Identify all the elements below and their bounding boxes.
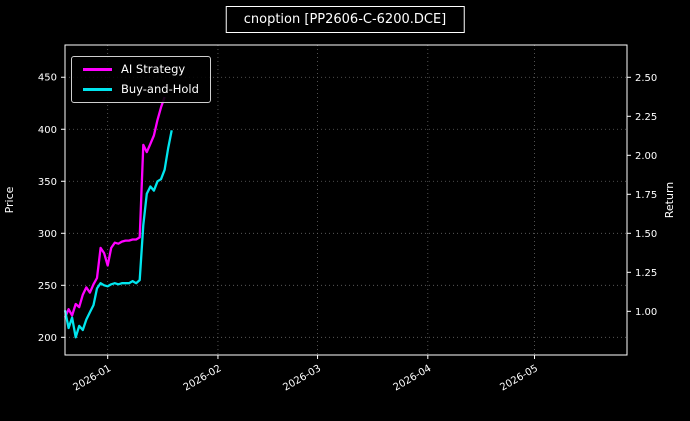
legend-label-buy-and-hold: Buy-and-Hold (121, 81, 199, 96)
plot-border (64, 44, 628, 356)
y-tick-label-left: 250 (38, 281, 57, 292)
y-tick-label-right: 1.25 (635, 268, 657, 279)
legend-item-buy-and-hold: Buy-and-Hold (83, 81, 199, 96)
x-tick-label: 2026-05 (498, 363, 540, 393)
legend: AI Strategy Buy-and-Hold (71, 56, 211, 103)
chart-title: cnoption [PP2606-C-6200.DCE] (225, 6, 465, 33)
y-axis-label-return: Return (663, 181, 677, 219)
series-line-buy-and-hold (63, 130, 173, 339)
y-tick-label-right: 1.00 (635, 307, 657, 318)
y-tick-label-right: 2.00 (635, 151, 657, 162)
x-tick-label: 2026-01 (71, 363, 113, 393)
y-tick-label-left: 400 (38, 125, 57, 136)
x-tick-label: 2026-04 (392, 363, 434, 393)
y-tick-label-right: 1.50 (635, 229, 657, 240)
x-tick-label: 2026-02 (182, 363, 224, 393)
y-tick-label-left: 300 (38, 229, 57, 240)
legend-line-ai-strategy (83, 68, 112, 72)
y-tick-label-left: 450 (38, 73, 57, 84)
y-axis-label-price: Price (2, 186, 16, 214)
y-tick-label-right: 2.50 (635, 73, 657, 84)
y-tick-label-right: 1.75 (635, 190, 657, 201)
series-line-ai-strategy (63, 96, 166, 319)
legend-label-ai-strategy: AI Strategy (121, 62, 186, 76)
y-tick-label-left: 200 (38, 333, 57, 344)
legend-item-ai-strategy: AI Strategy (83, 62, 199, 76)
y-tick-label-right: 2.25 (635, 112, 657, 123)
x-tick-label: 2026-03 (281, 363, 323, 393)
y-tick-label-left: 350 (38, 177, 57, 188)
legend-line-buy-and-hold (83, 87, 112, 91)
